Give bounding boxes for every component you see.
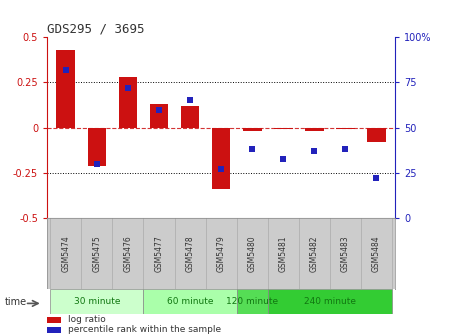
Bar <box>47 327 61 333</box>
Point <box>249 147 256 152</box>
Text: time: time <box>4 297 26 307</box>
Text: GSM5475: GSM5475 <box>92 235 101 272</box>
Bar <box>50 289 144 314</box>
Point <box>186 98 194 103</box>
Bar <box>212 128 230 190</box>
Text: GSM5481: GSM5481 <box>279 236 288 272</box>
Bar <box>274 128 293 129</box>
Point <box>62 67 70 72</box>
Bar <box>47 317 61 323</box>
Text: GSM5484: GSM5484 <box>372 235 381 272</box>
Point <box>280 156 287 161</box>
Bar <box>181 106 199 128</box>
Bar <box>305 128 324 131</box>
Text: 120 minute: 120 minute <box>226 297 278 306</box>
Text: GSM5479: GSM5479 <box>216 235 226 272</box>
Bar <box>268 289 392 314</box>
Text: GDS295 / 3695: GDS295 / 3695 <box>47 23 145 36</box>
Bar <box>144 289 237 314</box>
Bar <box>237 289 268 314</box>
Text: GSM5474: GSM5474 <box>61 235 70 272</box>
Text: GSM5480: GSM5480 <box>248 235 257 272</box>
Text: GSM5477: GSM5477 <box>154 235 163 272</box>
Bar <box>57 50 75 128</box>
Point <box>342 147 349 152</box>
Bar <box>119 77 137 128</box>
Bar <box>243 128 261 131</box>
Point <box>93 161 101 167</box>
Point <box>124 85 132 90</box>
Point <box>155 107 163 112</box>
Bar <box>367 128 386 142</box>
Text: 30 minute: 30 minute <box>74 297 120 306</box>
Point <box>218 167 225 172</box>
Text: 60 minute: 60 minute <box>167 297 213 306</box>
Text: 240 minute: 240 minute <box>304 297 356 306</box>
Text: GSM5476: GSM5476 <box>123 235 132 272</box>
Text: percentile rank within the sample: percentile rank within the sample <box>68 325 221 334</box>
Text: GSM5482: GSM5482 <box>310 236 319 272</box>
Point <box>373 176 380 181</box>
Text: GSM5478: GSM5478 <box>185 235 194 272</box>
Text: log ratio: log ratio <box>68 316 106 325</box>
Text: GSM5483: GSM5483 <box>341 235 350 272</box>
Bar <box>88 128 106 166</box>
Bar <box>336 128 355 129</box>
Point <box>311 149 318 154</box>
Bar <box>150 104 168 128</box>
